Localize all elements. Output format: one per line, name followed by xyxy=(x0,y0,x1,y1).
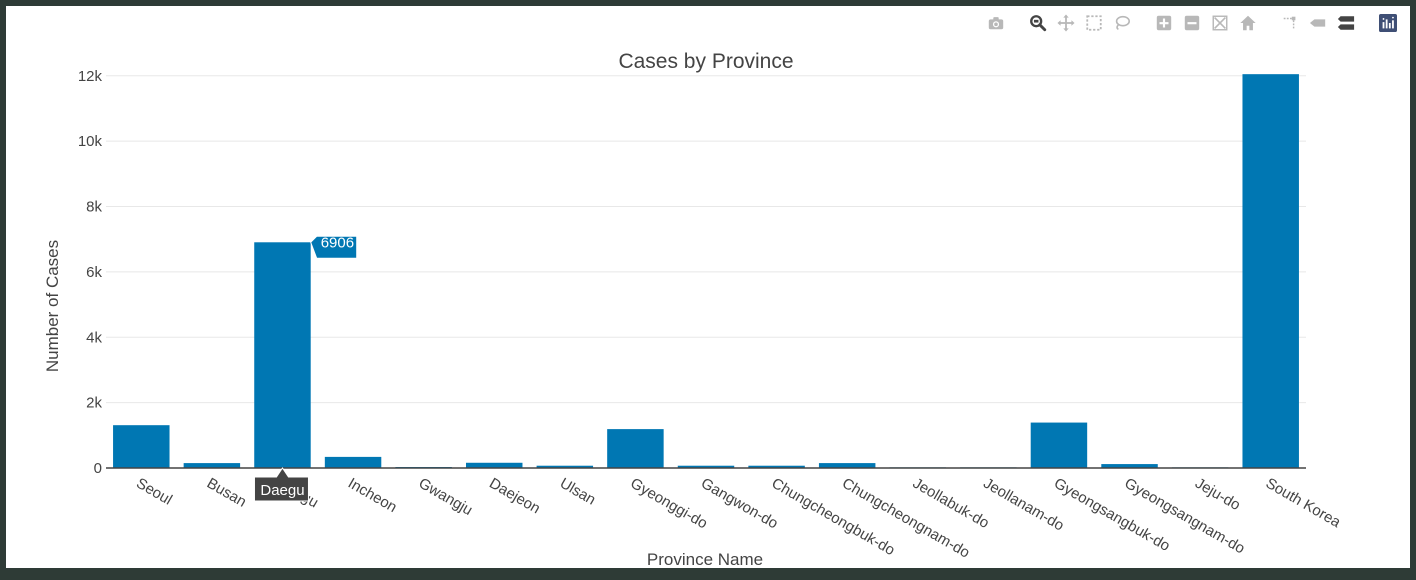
zoom-out-button[interactable] xyxy=(1180,12,1204,34)
bar-chungcheongbuk-do[interactable] xyxy=(748,465,805,468)
hover-category-label: Daegu xyxy=(260,482,304,499)
bar-daejeon[interactable] xyxy=(466,462,523,468)
hover-labels: 6906 Daegu xyxy=(253,234,358,502)
plotly-logo-link[interactable] xyxy=(1376,12,1400,34)
hover-compare-icon xyxy=(1337,16,1355,30)
zoom-icon xyxy=(1030,15,1047,32)
modebar-group-logo xyxy=(1376,12,1400,34)
hover-compare-button[interactable] xyxy=(1334,12,1358,34)
modebar-group-drag xyxy=(1026,12,1134,34)
bar-incheon[interactable] xyxy=(324,456,382,468)
bar-chungcheongnam-do[interactable] xyxy=(818,463,876,468)
y-tick-label: 4k xyxy=(86,329,102,346)
y-tick-label: 8k xyxy=(86,199,102,216)
modebar xyxy=(972,12,1400,34)
zoom-out-icon xyxy=(1184,15,1200,31)
bar-gangwon-do[interactable] xyxy=(677,465,735,468)
bar-seoul[interactable] xyxy=(113,425,170,468)
bar-chart: Cases by Province 0 2k 4k 6k 8k 10k 12k Seoul B… xyxy=(43,50,1344,568)
bar-south-korea[interactable] xyxy=(1242,74,1299,469)
x-tick-label: Gyeongsangnam-do xyxy=(1122,475,1248,558)
x-tick-label: Chungcheongbuk-do xyxy=(769,475,898,559)
x-tick-label: Seoul xyxy=(133,475,175,509)
plotly-logo-icon xyxy=(1379,14,1397,32)
y-tick-label: 6k xyxy=(86,264,102,281)
pan-button[interactable] xyxy=(1054,12,1078,34)
y-tick-label: 12k xyxy=(78,68,103,85)
lasso-select-icon xyxy=(1115,15,1131,31)
y-tick-label: 10k xyxy=(78,133,103,150)
x-axis-title: Province Name xyxy=(647,550,763,568)
y-axis-title: Number of Cases xyxy=(43,240,62,372)
x-tick-label: Busan xyxy=(204,475,249,511)
camera-icon xyxy=(988,17,1004,30)
bar-gyeonggi-do[interactable] xyxy=(607,429,664,468)
bar-ulsan[interactable] xyxy=(536,465,594,468)
x-tick-label: Gwangju xyxy=(416,475,476,519)
download-plot-button[interactable] xyxy=(984,12,1008,34)
x-tick-label: Gyeongsangbuk-do xyxy=(1051,475,1173,555)
hover-value-box xyxy=(310,235,358,259)
bars[interactable] xyxy=(113,74,1299,469)
hover-closest-icon xyxy=(1309,19,1326,27)
y-tick-labels: 0 2k 4k 6k 8k 10k 12k xyxy=(78,68,103,477)
bar-gyeongsangnam-do[interactable] xyxy=(1101,464,1158,468)
zoom-button[interactable] xyxy=(1026,12,1050,34)
zoom-in-button[interactable] xyxy=(1152,12,1176,34)
zoom-in-icon xyxy=(1156,15,1172,31)
autoscale-button[interactable] xyxy=(1208,12,1232,34)
hover-value-label: 6906 xyxy=(321,234,354,251)
hover-category-box xyxy=(253,467,309,502)
hover-closest-button[interactable] xyxy=(1306,12,1330,34)
x-tick-label: South Korea xyxy=(1263,475,1344,532)
x-tick-label: Gangwon-do xyxy=(698,475,781,533)
x-tick-label: Daejeon xyxy=(486,475,543,518)
box-select-icon xyxy=(1086,15,1102,31)
chart-title: Cases by Province xyxy=(618,50,793,73)
bar-busan[interactable] xyxy=(183,463,241,468)
y-tick-label: 0 xyxy=(94,460,102,477)
x-tick-label: Chungcheongnam-do xyxy=(839,475,972,562)
x-tick-label: Ulsan xyxy=(557,475,599,509)
x-tick-label: Gyeonggi-do xyxy=(627,475,710,533)
x-tick-label: Incheon xyxy=(345,475,400,516)
modebar-group-zoom xyxy=(1152,12,1260,34)
reset-axes-button[interactable] xyxy=(1236,12,1260,34)
bar-daegu[interactable] xyxy=(254,242,311,468)
bar-gyeongsangbuk-do[interactable] xyxy=(1030,422,1088,468)
y-tick-label: 2k xyxy=(86,395,102,412)
modebar-group-export xyxy=(984,12,1008,34)
spike-lines-icon xyxy=(1283,16,1296,30)
spike-lines-button[interactable] xyxy=(1278,12,1302,34)
x-tick-label: Jeju-do xyxy=(1192,475,1243,514)
autoscale-icon xyxy=(1212,15,1228,31)
plot-container: Cases by Province 0 2k 4k 6k 8k 10k 12k Seoul B… xyxy=(6,6,1410,568)
reset-axes-icon xyxy=(1240,15,1256,31)
modebar-group-hover xyxy=(1278,12,1358,34)
lasso-select-button[interactable] xyxy=(1110,12,1134,34)
pan-icon xyxy=(1057,14,1075,32)
box-select-button[interactable] xyxy=(1082,12,1106,34)
